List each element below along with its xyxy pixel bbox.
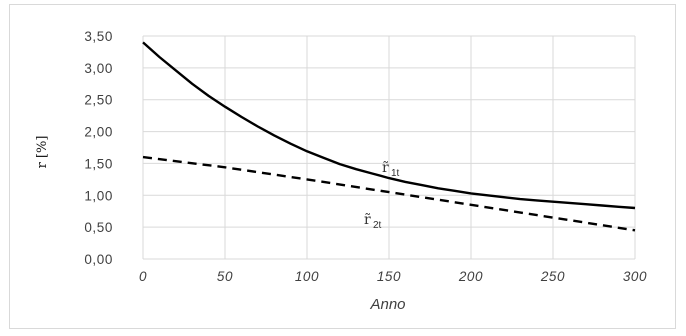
x-axis-ticks: 0 50 100 150 200 250 300	[139, 269, 647, 284]
series-annotations: r̃ 1tr̃ 2t	[364, 160, 400, 231]
series-line-2	[142, 155, 636, 232]
y-axis-ticks: 0,00 0,50 1,00 1,50 2,00 2,50 3,00 3,50	[84, 29, 113, 267]
chart-frame: 0,00 0,50 1,00 1,50 2,00 2,50 3,00 3,50 0 50 100 1…	[9, 4, 676, 329]
grid	[142, 35, 636, 260]
y-tick-label: 1,50	[84, 156, 113, 171]
x-tick-label: 250	[540, 269, 565, 284]
y-tick-label: 3,50	[84, 29, 113, 44]
x-tick-label: 200	[458, 269, 483, 284]
x-tick-label: 100	[295, 269, 319, 284]
series-lines	[142, 41, 636, 232]
x-axis-title: Anno	[369, 296, 405, 313]
series-label-2: r̃	[364, 212, 371, 228]
series-label-sub-2: 2t	[373, 220, 382, 231]
y-tick-label: 2,50	[84, 93, 113, 108]
series-label-1: r̃	[382, 160, 389, 176]
y-tick-label: 2,00	[84, 125, 113, 140]
x-tick-label: 150	[377, 269, 401, 284]
x-tick-label: 0	[139, 269, 147, 284]
y-tick-label: 0,50	[84, 220, 113, 235]
y-tick-label: 0,00	[84, 252, 113, 267]
x-tick-label: 50	[217, 269, 233, 284]
y-tick-label: 3,00	[84, 61, 113, 76]
x-tick-label: 300	[623, 269, 647, 284]
y-tick-label: 1,00	[84, 188, 113, 203]
series-line-1	[142, 41, 636, 210]
y-axis-title: r [%]	[35, 136, 50, 169]
series-label-sub-1: 1t	[391, 168, 400, 179]
line-chart: 0,00 0,50 1,00 1,50 2,00 2,50 3,00 3,50 0 50 100 1…	[35, 29, 647, 313]
